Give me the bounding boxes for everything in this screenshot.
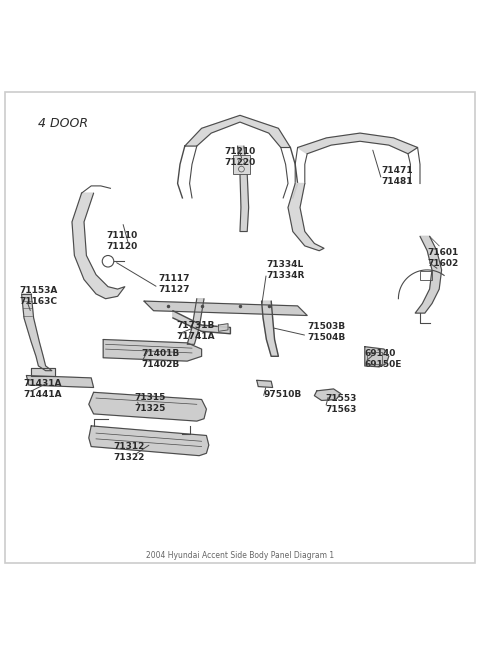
Text: 71503B
71504B: 71503B 71504B	[307, 322, 346, 343]
Polygon shape	[262, 301, 278, 356]
Polygon shape	[26, 375, 94, 388]
Text: 71312
71322: 71312 71322	[113, 442, 144, 462]
Text: 71117
71127: 71117 71127	[158, 274, 190, 294]
Text: 71210
71220: 71210 71220	[224, 147, 256, 167]
Polygon shape	[22, 294, 52, 371]
Text: 71731B
71741A: 71731B 71741A	[177, 322, 215, 341]
Text: 4 DOOR: 4 DOOR	[38, 117, 88, 130]
Polygon shape	[185, 115, 290, 147]
Text: 71315
71325: 71315 71325	[134, 393, 166, 413]
Polygon shape	[144, 301, 307, 316]
Text: 97510B: 97510B	[263, 390, 301, 399]
Polygon shape	[218, 324, 228, 331]
Polygon shape	[72, 193, 125, 299]
Text: 69140
69150E: 69140 69150E	[365, 348, 402, 369]
Text: 2004 Hyundai Accent Side Body Panel Diagram 1: 2004 Hyundai Accent Side Body Panel Diag…	[146, 551, 334, 560]
Polygon shape	[288, 183, 324, 251]
Text: 71601
71602: 71601 71602	[427, 248, 458, 268]
Text: 71110
71120: 71110 71120	[107, 231, 138, 251]
Polygon shape	[31, 368, 55, 375]
Text: 71471
71481: 71471 71481	[382, 166, 413, 187]
Polygon shape	[257, 381, 273, 388]
Bar	[233, 155, 250, 174]
Polygon shape	[298, 133, 418, 154]
Bar	[367, 352, 382, 364]
Polygon shape	[415, 236, 442, 313]
Polygon shape	[89, 392, 206, 421]
Bar	[420, 271, 432, 280]
Text: 71431A
71441A: 71431A 71441A	[23, 379, 61, 399]
Text: 71401B
71402B: 71401B 71402B	[142, 348, 180, 369]
Polygon shape	[314, 389, 341, 400]
Polygon shape	[187, 299, 204, 345]
Text: 71553
71563: 71553 71563	[325, 394, 357, 415]
Text: 71153A
71163C: 71153A 71163C	[19, 286, 58, 307]
Text: 71334L
71334R: 71334L 71334R	[266, 260, 305, 280]
Polygon shape	[173, 310, 230, 334]
Polygon shape	[103, 339, 202, 361]
Polygon shape	[238, 146, 249, 231]
Polygon shape	[89, 426, 209, 456]
Polygon shape	[365, 346, 389, 367]
